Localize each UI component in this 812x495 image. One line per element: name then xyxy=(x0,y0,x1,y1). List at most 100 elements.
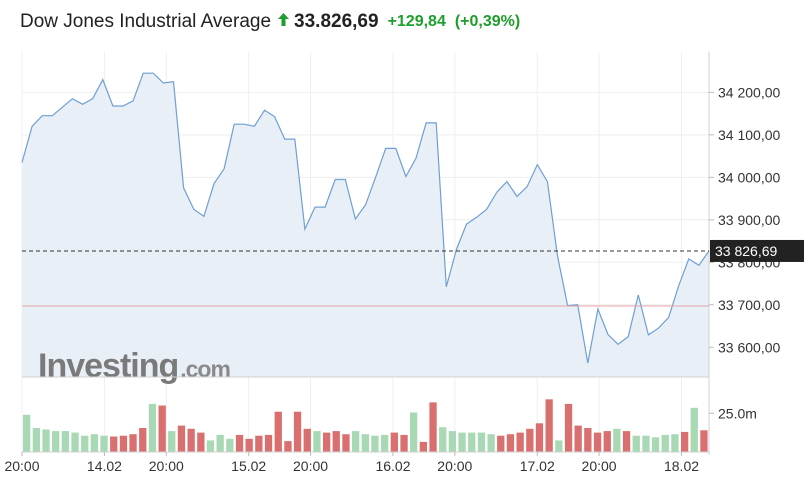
time-tick-label: 20:00 xyxy=(4,458,39,474)
time-tick-label: 14.02 xyxy=(87,458,122,474)
volume-bar xyxy=(235,434,244,452)
volume-bar xyxy=(381,434,389,452)
volume-bar xyxy=(555,440,563,452)
volume-bar xyxy=(487,434,495,452)
volume-bar xyxy=(226,438,234,452)
volume-bar xyxy=(206,440,215,452)
volume-bar xyxy=(642,435,650,452)
volume-bar xyxy=(110,436,118,452)
volume-bar xyxy=(274,411,282,452)
volume-bar xyxy=(32,428,40,452)
volume-bar xyxy=(632,435,640,452)
price-change-percent: (+0,39%) xyxy=(454,13,521,30)
volume-bar xyxy=(52,431,60,452)
volume-bar xyxy=(584,428,592,452)
price-change: +129,84 xyxy=(387,13,446,30)
volume-bar xyxy=(671,434,679,452)
time-tick-label: 20:00 xyxy=(293,458,328,474)
chart-overlays: 33 826,69 xyxy=(22,239,804,307)
volume-bar xyxy=(158,405,166,452)
price-line xyxy=(21,72,710,364)
price-tick-label: 33 900,00 xyxy=(718,212,780,228)
time-tick-label: 15.02 xyxy=(231,458,266,474)
last-price-label: 33 826,69 xyxy=(715,243,777,259)
price-area-fill xyxy=(22,73,709,377)
volume-bar xyxy=(468,432,476,452)
price-tick-label: 33 600,00 xyxy=(718,339,780,355)
time-tick-label: 20:00 xyxy=(437,458,472,474)
volume-bar xyxy=(458,432,466,452)
price-tick-label: 34 200,00 xyxy=(718,84,780,100)
volume-bar xyxy=(216,434,224,452)
volume-bar xyxy=(429,402,437,452)
volume-bar xyxy=(439,427,447,452)
volume-bar xyxy=(129,434,137,452)
volume-bar xyxy=(419,441,427,452)
volume-bar xyxy=(477,432,486,452)
price-tick-label: 34 000,00 xyxy=(718,169,780,185)
investing-logo: Investing.com xyxy=(38,347,231,385)
volume-bar xyxy=(516,432,524,452)
volume-bar xyxy=(255,435,263,452)
svg-text:Investing.com: Investing.com xyxy=(38,347,230,385)
price-tick-label: 34 100,00 xyxy=(718,127,780,143)
volume-bar xyxy=(613,428,621,453)
volume-bar xyxy=(100,435,108,452)
volume-bar xyxy=(323,432,331,452)
volume-bar xyxy=(622,431,631,452)
volume-bar xyxy=(148,403,157,452)
time-tick-label: 20:00 xyxy=(582,458,617,474)
volume-bars xyxy=(23,399,708,453)
volume-bar xyxy=(90,434,98,452)
volume-bar xyxy=(119,435,128,452)
volume-bar xyxy=(71,432,79,452)
volume-bar xyxy=(574,425,582,452)
volume-bar xyxy=(177,425,186,452)
volume-bar xyxy=(332,431,340,452)
volume-bar xyxy=(352,431,360,452)
volume-bar xyxy=(293,411,302,452)
volume-bar xyxy=(42,429,50,452)
quote-header: Dow Jones Industrial Average 33.826,69 +… xyxy=(20,9,520,35)
volume-bar xyxy=(681,431,689,452)
volume-bar xyxy=(303,428,311,453)
time-tick-label: 18.02 xyxy=(664,458,699,474)
price-tick-label: 33 700,00 xyxy=(718,297,780,313)
volume-bar xyxy=(603,431,611,452)
volume-bar xyxy=(506,434,515,452)
volume-bar xyxy=(197,432,205,452)
volume-bar xyxy=(23,414,31,452)
time-tick-label: 16.02 xyxy=(375,458,410,474)
volume-bar xyxy=(139,428,147,452)
volume-bar xyxy=(593,432,602,452)
volume-bar xyxy=(690,407,698,452)
volume-bar xyxy=(61,431,69,452)
volume-bar xyxy=(81,435,89,452)
volume-bar xyxy=(661,434,669,452)
volume-bar xyxy=(545,399,553,452)
up-arrow-icon xyxy=(278,13,290,31)
volume-bar xyxy=(371,435,379,452)
volume-bar xyxy=(342,434,350,452)
volume-bar xyxy=(535,423,544,452)
last-price: 33.826,69 xyxy=(294,11,379,32)
volume-bar xyxy=(564,403,573,452)
volume-bar xyxy=(284,441,292,452)
volume-bar xyxy=(448,431,456,452)
volume-bar xyxy=(264,434,273,452)
volume-bar xyxy=(361,434,369,452)
price-area xyxy=(21,72,710,377)
volume-bar xyxy=(497,435,505,452)
volume-bar xyxy=(187,428,195,453)
last-price-badge xyxy=(710,239,804,262)
volume-tick-label: 25.0m xyxy=(718,405,757,421)
volume-bar xyxy=(245,438,253,452)
time-tick-label: 20:00 xyxy=(149,458,184,474)
volume-bar xyxy=(168,431,176,452)
volume-bar xyxy=(400,434,408,452)
volume-bar xyxy=(410,412,418,452)
volume-bar xyxy=(651,437,660,452)
volume-bar xyxy=(526,428,534,453)
volume-bar xyxy=(390,432,398,452)
